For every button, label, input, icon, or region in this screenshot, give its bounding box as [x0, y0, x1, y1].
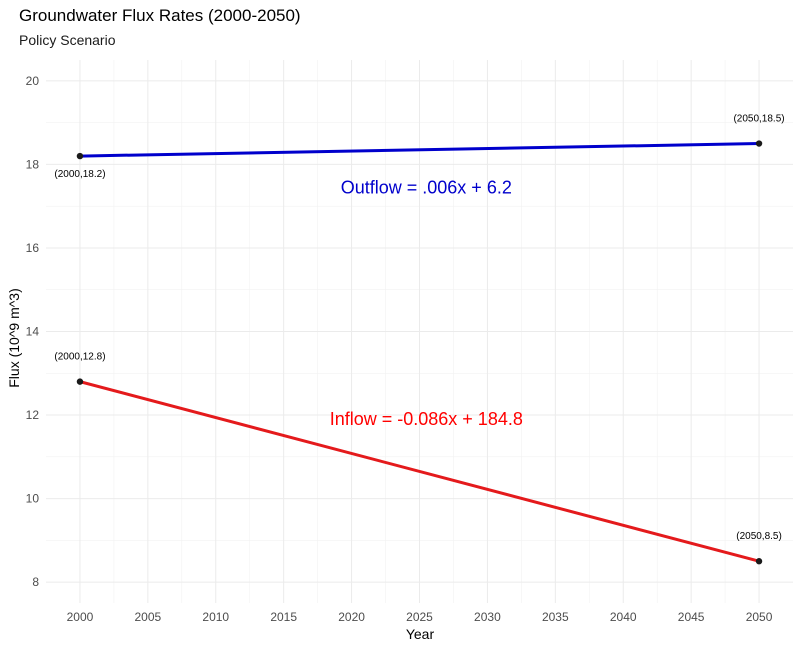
series-group: (2000,18.2) (2050,18.5) Outflow = .006x + … [54, 114, 785, 565]
chart-subtitle: Policy Scenario [19, 32, 116, 48]
x-tick-label: 2000 [67, 610, 94, 624]
outflow-point-label: (2050,18.5) [733, 114, 784, 125]
outflow-point [755, 140, 763, 147]
x-tick-label: 2025 [406, 610, 433, 624]
y-axis-title: Flux (10^9 m^3) [6, 288, 22, 388]
grid-lines [46, 60, 793, 603]
x-tick-label: 2005 [135, 610, 162, 624]
inflow-line [79, 380, 760, 563]
y-tick-label: 14 [26, 325, 40, 339]
outflow-equation-label: Outflow = .006x + 6.2 [341, 177, 512, 197]
inflow-point [76, 378, 84, 385]
y-tick-label: 18 [26, 157, 40, 171]
chart-title: Groundwater Flux Rates (2000-2050) [19, 6, 301, 25]
y-tick-label: 20 [26, 74, 40, 88]
y-tick-label: 16 [26, 241, 40, 255]
x-tick-label: 2020 [338, 610, 365, 624]
inflow-point-label: (2000,12.8) [54, 352, 105, 363]
outflow-line [79, 142, 760, 158]
x-tick-label: 2015 [270, 610, 297, 624]
inflow-equation-label: Inflow = -0.086x + 184.8 [330, 409, 523, 429]
outflow-point-label: (2000,18.2) [54, 169, 105, 180]
axis-ticks: 2000 2005 2010 2015 2020 2025 2030 2035 2040 2045… [26, 74, 773, 624]
inflow-point [755, 558, 763, 565]
x-tick-label: 2045 [678, 610, 705, 624]
x-tick-label: 2050 [746, 610, 773, 624]
x-tick-label: 2040 [610, 610, 637, 624]
outflow-point [76, 152, 84, 160]
x-tick-label: 2010 [202, 610, 229, 624]
y-tick-label: 8 [32, 575, 39, 589]
y-tick-label: 12 [26, 408, 40, 422]
x-tick-label: 2030 [474, 610, 501, 624]
inflow-point-label: (2050,8.5) [736, 531, 782, 542]
x-tick-label: 2035 [542, 610, 569, 624]
x-axis-title: Year [406, 626, 435, 642]
y-tick-label: 10 [26, 492, 40, 506]
